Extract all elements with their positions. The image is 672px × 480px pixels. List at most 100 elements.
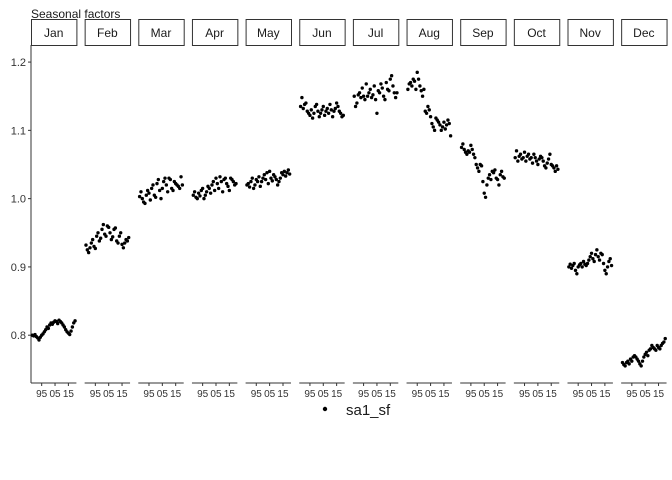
x-tick-label: 95 <box>90 389 102 400</box>
data-point <box>226 184 230 189</box>
data-point <box>224 181 229 186</box>
data-point <box>486 176 490 180</box>
data-point <box>477 169 481 174</box>
facet-strip-label: May <box>257 26 280 40</box>
data-point <box>608 257 612 261</box>
data-point <box>532 152 536 156</box>
data-point <box>202 196 206 201</box>
data-point <box>180 183 185 187</box>
data-point <box>258 184 262 189</box>
y-tick-label: 1.0 <box>11 194 26 206</box>
data-point <box>482 191 486 195</box>
y-axis: 0.8 0.9 1.0 1.1 1.2 <box>11 45 32 383</box>
data-point <box>139 190 143 194</box>
data-point <box>223 176 228 180</box>
data-point <box>265 170 269 175</box>
data-point <box>546 157 551 161</box>
data-point <box>469 143 473 148</box>
y-tick-label: 1.1 <box>11 125 26 137</box>
data-point <box>168 177 173 182</box>
data-point <box>259 179 264 184</box>
x-tick-label: 95 <box>304 389 316 400</box>
data-point <box>502 176 506 180</box>
facet-strip <box>460 19 507 46</box>
data-point <box>282 169 287 174</box>
data-point <box>406 87 410 92</box>
legend-label: sa1_sf <box>346 402 391 419</box>
data-point <box>216 186 221 191</box>
data-point <box>149 186 154 191</box>
data-point <box>211 179 216 184</box>
data-point <box>607 259 611 264</box>
y-tick-label: 0.8 <box>11 330 26 342</box>
x-tick-label: 15 <box>438 389 450 400</box>
data-point <box>448 134 453 138</box>
data-point <box>439 128 443 133</box>
data-point <box>156 177 161 182</box>
data-point <box>493 168 497 172</box>
data-point <box>604 272 608 276</box>
facet-strip <box>84 19 132 46</box>
x-tick-label: 95 <box>519 389 531 400</box>
data-point <box>89 241 94 245</box>
data-point <box>419 89 423 93</box>
x-tick-label: 05 <box>103 389 115 400</box>
data-point <box>367 91 371 95</box>
data-point <box>196 191 201 195</box>
x-tick-label: 15 <box>116 389 128 400</box>
data-point <box>642 355 646 359</box>
data-point <box>587 258 591 262</box>
data-point <box>359 95 363 100</box>
data-point <box>267 169 272 174</box>
data-point <box>277 179 281 184</box>
x-tick-label: 95 <box>143 389 155 400</box>
data-point <box>357 91 362 95</box>
data-point <box>261 176 265 180</box>
data-point <box>603 268 607 273</box>
data-point <box>481 179 485 184</box>
data-point <box>155 181 159 186</box>
x-tick-label: 95 <box>465 389 477 400</box>
data-point <box>491 170 496 175</box>
data-point <box>545 161 549 165</box>
data-point <box>375 111 379 115</box>
data-point <box>127 235 131 240</box>
data-point <box>147 191 151 195</box>
data-point <box>471 152 476 156</box>
data-point <box>541 159 545 163</box>
data-point <box>414 87 418 92</box>
data-point <box>101 222 106 227</box>
data-point <box>489 177 493 182</box>
data-point <box>447 121 451 126</box>
facet-strip-label: Nov <box>580 26 601 40</box>
data-point <box>336 104 340 109</box>
facet-strip <box>191 19 239 46</box>
data-point <box>495 177 500 182</box>
data-point <box>353 104 358 109</box>
data-point <box>380 86 384 90</box>
data-point <box>609 263 614 268</box>
data-point <box>591 257 595 261</box>
data-point <box>475 166 480 170</box>
data-point <box>548 152 552 156</box>
data-point <box>384 80 388 85</box>
data-point <box>212 188 217 193</box>
data-point <box>157 188 162 193</box>
data-point <box>572 261 576 266</box>
data-point <box>140 196 145 201</box>
data-point <box>379 82 383 86</box>
x-tick-label: 15 <box>653 389 665 400</box>
data-point <box>430 121 434 126</box>
data-point <box>580 265 584 269</box>
data-point <box>556 167 560 171</box>
data-point <box>592 259 596 264</box>
data-point <box>153 195 158 199</box>
data-point <box>148 198 153 202</box>
x-tick-label: 15 <box>63 389 75 400</box>
facet-strip <box>245 19 293 46</box>
data-point <box>70 325 75 329</box>
data-point <box>654 348 658 352</box>
data-point <box>537 157 541 161</box>
data-point <box>304 101 308 105</box>
